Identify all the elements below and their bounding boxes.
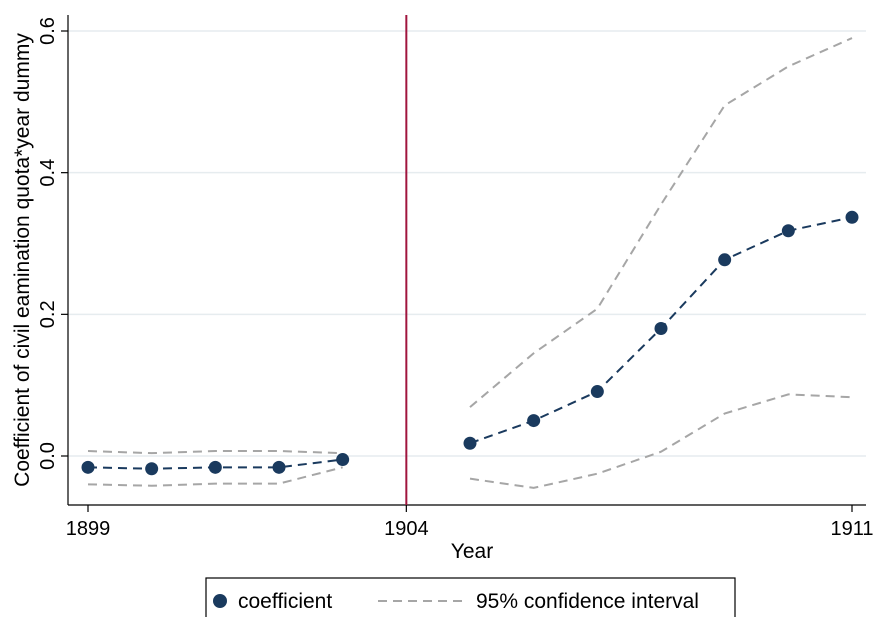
- x-axis-title: Year: [451, 540, 493, 563]
- coefficient-point: [654, 322, 668, 335]
- ci-upper-line: [87, 450, 343, 455]
- y-tick-label: 0.2: [37, 300, 59, 328]
- legend-label-coefficient: coefficient: [238, 590, 332, 613]
- coefficient-point: [272, 460, 286, 474]
- ci-lower-line: [87, 466, 343, 487]
- legend-box: [205, 577, 736, 617]
- x-tick-label: 1899: [66, 518, 111, 540]
- y-axis-title: Coefficient of civil eamination quota*ye…: [11, 33, 34, 487]
- ci-upper-line: [469, 37, 853, 408]
- y-tick-label: 0.4: [37, 159, 59, 187]
- coefficient-point: [718, 253, 732, 267]
- y-tick-label: 0.6: [37, 17, 59, 45]
- series-layer: [81, 37, 859, 489]
- x-tick-label: 1904: [384, 518, 429, 540]
- x-axis-ticks: 1899 1904 1911: [66, 505, 874, 540]
- legend: coefficient 95% confidence interval: [205, 577, 736, 617]
- coefficient-point: [845, 210, 859, 224]
- legend-label-ci: 95% confidence interval: [476, 590, 699, 613]
- coefficient-point: [145, 462, 159, 476]
- x-tick-label: 1911: [830, 518, 873, 540]
- coefficient-point: [781, 224, 795, 238]
- legend-marker-coefficient: [213, 594, 227, 608]
- coefficient-point: [208, 460, 222, 474]
- y-axis-ticks: 0.0 0.2 0.4 0.6: [37, 17, 68, 470]
- grid-lines: [68, 30, 866, 457]
- ci-lower-line: [469, 393, 853, 489]
- coefficient-point: [527, 414, 541, 428]
- coefficient-point: [590, 385, 604, 399]
- coefficient-point: [336, 453, 350, 467]
- coefficient-point: [463, 436, 477, 450]
- y-tick-label: 0.0: [37, 442, 59, 470]
- coefficient-point: [81, 460, 95, 474]
